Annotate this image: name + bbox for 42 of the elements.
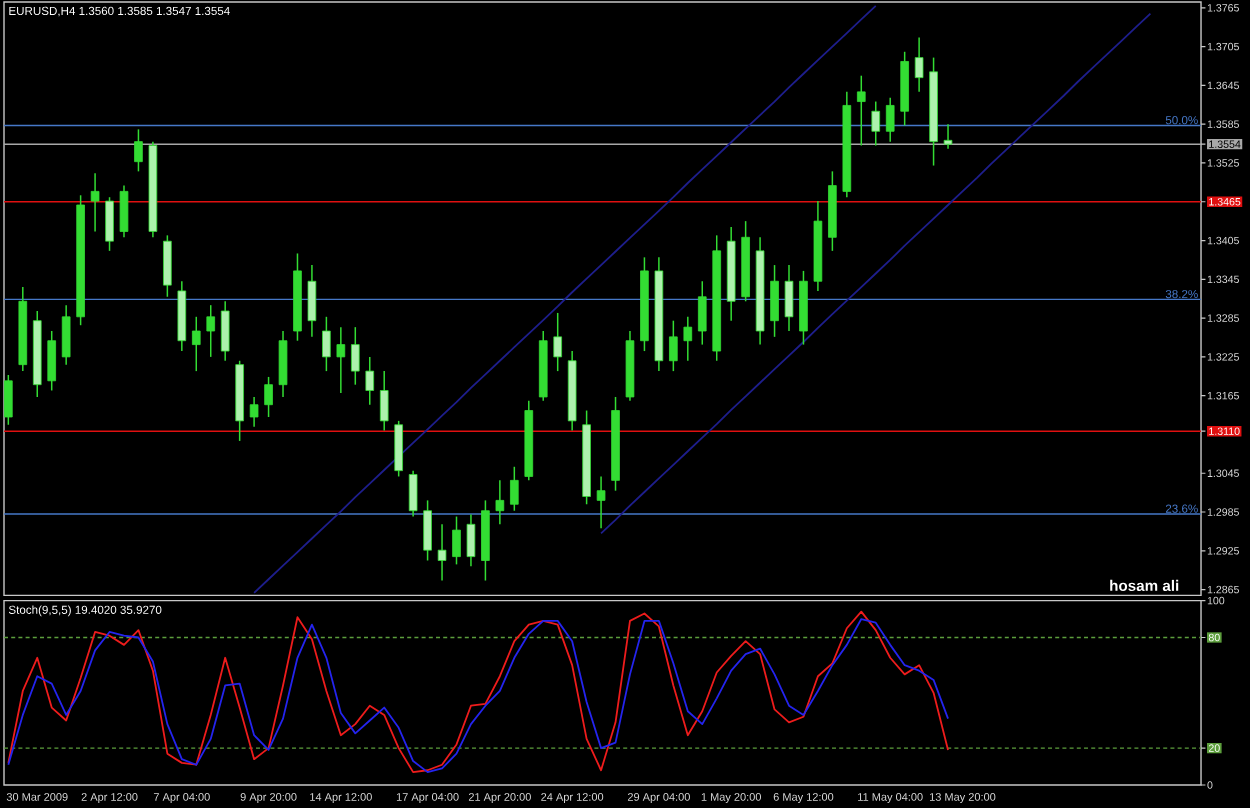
candlestick (278, 330, 288, 398)
candlestick (495, 479, 505, 526)
candlestick (365, 356, 375, 406)
candlestick (351, 326, 360, 386)
candlestick (770, 264, 779, 338)
candlestick (307, 264, 317, 338)
candlestick (191, 316, 201, 372)
line-series (253, 4, 877, 594)
candlestick (784, 264, 794, 332)
candlestick (119, 184, 129, 239)
candlestick (322, 316, 331, 372)
candlestick (264, 376, 273, 418)
candlestick (394, 420, 403, 478)
candlestick (452, 515, 461, 566)
candlestick (437, 523, 447, 582)
candlestick (336, 326, 346, 394)
candlestick (553, 312, 562, 372)
candlestick (683, 316, 693, 362)
candlestick (856, 74, 866, 147)
candlestick (871, 100, 881, 147)
candlestick (206, 304, 216, 358)
candlestick (379, 370, 389, 432)
candlestick (669, 319, 678, 372)
line-series (600, 12, 1152, 535)
candlestick (697, 280, 707, 346)
candlestick (4, 374, 13, 426)
candlestick (943, 123, 953, 150)
candlestick (249, 396, 259, 428)
candlestick (885, 96, 895, 143)
candlestick (163, 234, 172, 298)
candlestick (61, 304, 71, 366)
candlestick (408, 469, 418, 518)
candlestick (596, 475, 606, 529)
candlestick (423, 499, 432, 562)
candlestick (220, 300, 230, 362)
candlestick (105, 196, 114, 252)
candlestick (47, 330, 57, 392)
candlestick (90, 172, 100, 233)
candlestick (914, 36, 924, 93)
candlestick (510, 466, 519, 512)
candlestick (466, 513, 476, 568)
candlestick (134, 128, 143, 173)
